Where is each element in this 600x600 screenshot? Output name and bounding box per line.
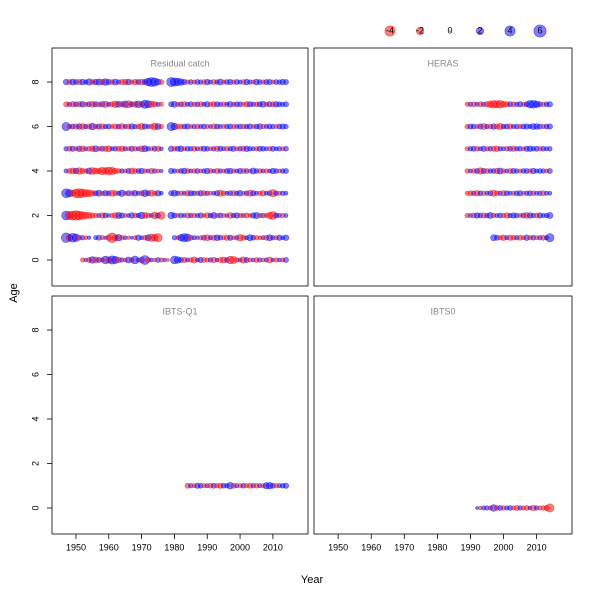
y-tick-label: 2 bbox=[30, 213, 40, 218]
y-tick-label: 6 bbox=[30, 372, 40, 377]
panel-frame bbox=[313, 295, 573, 535]
panel-frame bbox=[51, 295, 309, 535]
y-tick-label: 4 bbox=[30, 416, 40, 421]
bubble bbox=[546, 212, 554, 219]
y-tick-label: 4 bbox=[30, 168, 40, 173]
bubble bbox=[158, 101, 164, 107]
panel-title: HERAS bbox=[427, 58, 458, 68]
y-axis-label: Age bbox=[8, 283, 20, 303]
legend-bubble bbox=[415, 26, 425, 36]
legend-label: -4 bbox=[386, 25, 394, 35]
bubble bbox=[159, 190, 164, 196]
legend-bubble bbox=[504, 25, 516, 37]
bubble bbox=[547, 190, 553, 196]
bubble bbox=[126, 235, 131, 240]
bubble bbox=[546, 168, 553, 174]
legend-label: 2 bbox=[477, 25, 482, 35]
y-tick-label: 8 bbox=[30, 80, 40, 85]
x-tick-label: 1950 bbox=[66, 542, 86, 552]
legend-bubble bbox=[533, 24, 547, 38]
x-axis-label: Year bbox=[301, 574, 324, 586]
bubble bbox=[283, 79, 289, 85]
bubble bbox=[283, 190, 289, 196]
x-tick-label: 1990 bbox=[197, 542, 217, 552]
legend-label: 4 bbox=[507, 25, 512, 35]
x-tick-label: 1990 bbox=[460, 542, 480, 552]
bubble bbox=[153, 233, 163, 243]
x-tick-label: 1950 bbox=[328, 542, 348, 552]
x-tick-label: 2000 bbox=[494, 542, 514, 552]
bubble bbox=[283, 146, 289, 152]
y-tick-label: 2 bbox=[30, 461, 40, 466]
bubble bbox=[283, 257, 289, 263]
bubble bbox=[545, 233, 555, 243]
panel-title: Residual catch bbox=[150, 58, 209, 68]
bubble bbox=[545, 503, 555, 513]
bubble bbox=[158, 123, 164, 130]
bubble bbox=[159, 146, 164, 152]
bubble bbox=[283, 213, 289, 218]
bubble bbox=[87, 235, 92, 240]
legend-label: 0 bbox=[447, 25, 452, 35]
panel-title: IBTS-Q1 bbox=[162, 306, 197, 316]
legend-label: 6 bbox=[537, 25, 542, 35]
legend-label: -2 bbox=[416, 25, 424, 35]
panel-frame bbox=[313, 47, 573, 287]
legend-bubble bbox=[449, 30, 451, 32]
x-tick-label: 1960 bbox=[99, 542, 119, 552]
bubble bbox=[159, 168, 164, 174]
bubble bbox=[475, 506, 479, 510]
x-tick-label: 1960 bbox=[361, 542, 381, 552]
x-tick-label: 1980 bbox=[164, 542, 184, 552]
y-tick-label: 6 bbox=[30, 124, 40, 129]
bubble bbox=[546, 101, 553, 108]
x-tick-label: 1970 bbox=[132, 542, 152, 552]
x-tick-label: 1980 bbox=[427, 542, 447, 552]
bubble bbox=[157, 211, 166, 220]
y-tick-label: 0 bbox=[30, 505, 40, 510]
panel-frame bbox=[51, 47, 309, 287]
bubble bbox=[166, 258, 170, 262]
bubble bbox=[546, 123, 553, 130]
x-tick-label: 2000 bbox=[230, 542, 250, 552]
x-tick-label: 1970 bbox=[394, 542, 414, 552]
bubble bbox=[162, 257, 167, 263]
y-tick-label: 8 bbox=[30, 328, 40, 333]
panel-title: IBTS0 bbox=[430, 306, 455, 316]
bubble bbox=[283, 123, 289, 130]
bubble bbox=[283, 168, 289, 174]
x-tick-label: 2010 bbox=[527, 542, 547, 552]
bubble bbox=[282, 234, 290, 241]
x-tick-label: 2010 bbox=[263, 542, 283, 552]
y-tick-label: 0 bbox=[30, 257, 40, 262]
legend-bubble bbox=[384, 25, 396, 37]
bubble bbox=[158, 79, 165, 85]
bubble bbox=[283, 101, 289, 108]
bubble bbox=[283, 482, 289, 489]
bubble bbox=[547, 146, 553, 152]
legend-bubble bbox=[475, 26, 485, 36]
